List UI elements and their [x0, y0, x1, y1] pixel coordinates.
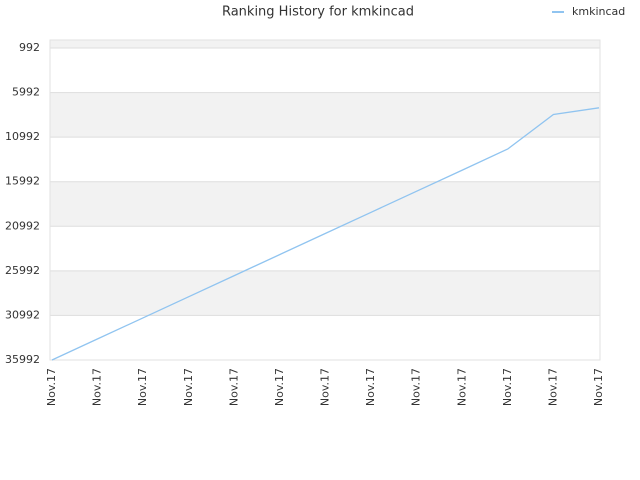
x-tick-label: Nov.17	[501, 368, 514, 406]
y-tick-label: 30992	[5, 308, 40, 321]
x-tick-label: Nov.17	[364, 368, 377, 406]
grid-band	[50, 137, 600, 182]
x-tick-label: Nov.17	[182, 368, 195, 406]
line-series	[51, 107, 600, 361]
legend-label: kmkincad	[572, 5, 625, 18]
y-tick-label: 992	[19, 41, 40, 54]
plot-background	[50, 40, 600, 360]
y-tick-label: 10992	[5, 130, 40, 143]
y-tick-label: 35992	[5, 353, 40, 366]
x-tick-label: Nov.17	[136, 368, 149, 406]
x-tick-label: Nov.17	[319, 368, 332, 406]
y-tick-label: 25992	[5, 264, 40, 277]
plot-border	[49, 39, 601, 361]
chart-title: Ranking History for kmkincad	[222, 5, 414, 20]
x-tick-label: Nov.17	[592, 368, 605, 406]
x-tick-label: Nov.17	[546, 368, 559, 406]
grid-band	[50, 315, 600, 360]
x-tick-label: Nov.17	[91, 368, 104, 406]
y-tick-label: 20992	[5, 219, 40, 232]
x-tick-label: Nov.17	[45, 368, 58, 406]
x-tick-label: Nov.17	[227, 368, 240, 406]
x-tick-label: Nov.17	[455, 368, 468, 406]
y-tick-label: 5992	[12, 86, 40, 99]
x-tick-label: Nov.17	[273, 368, 286, 406]
x-tick-label: Nov.17	[410, 368, 423, 406]
y-tick-label: 15992	[5, 175, 40, 188]
grid-band	[50, 48, 600, 93]
